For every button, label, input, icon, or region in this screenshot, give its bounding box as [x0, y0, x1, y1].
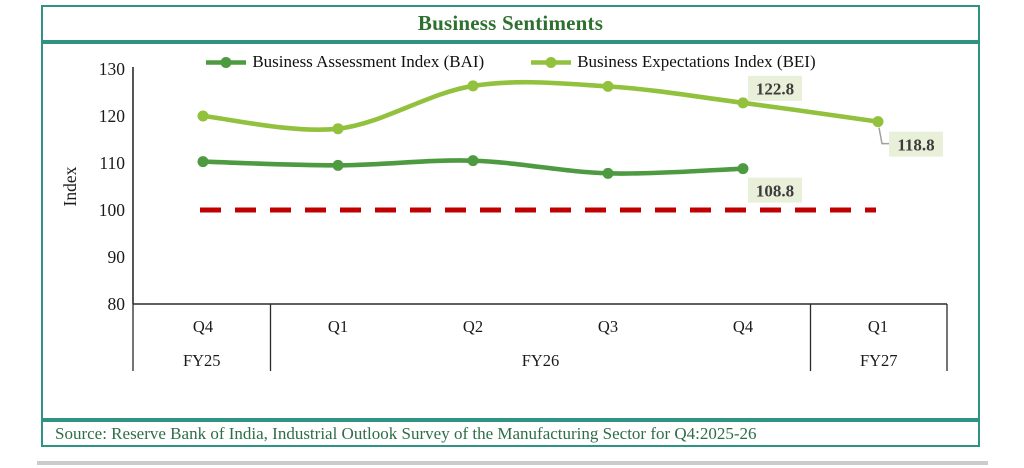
- y-tick-label: 100: [99, 200, 126, 220]
- quarter-label: Q2: [463, 317, 483, 336]
- data-label-text: 108.8: [756, 181, 794, 200]
- label-leader-line: [878, 127, 889, 145]
- bai-series-marker: [467, 155, 479, 167]
- bei-series-line: [200, 79, 881, 132]
- legend-item-bei: Business Expectations Index (BEI): [530, 52, 816, 72]
- y-tick-label: 130: [99, 59, 126, 79]
- y-tick-label: 80: [108, 294, 126, 314]
- y-tick-label: 110: [99, 153, 125, 173]
- bai-series-marker: [197, 156, 209, 168]
- bei-series-marker: [332, 123, 344, 135]
- y-axis-title: Index: [60, 166, 80, 206]
- legend: Business Assessment Index (BAI) Business…: [43, 52, 978, 72]
- chart-title: Business Sentiments: [417, 11, 604, 35]
- bai-series-marker: [602, 167, 614, 179]
- legend-label-bai: Business Assessment Index (BAI): [252, 52, 485, 71]
- bai-series-marker: [737, 163, 749, 175]
- page-edge-artifact: [37, 461, 988, 465]
- bei-series-marker: [737, 97, 749, 109]
- data-label-text: 118.8: [897, 135, 934, 154]
- quarter-label: Q1: [328, 317, 348, 336]
- bei-series-marker: [872, 116, 884, 128]
- quarter-label: Q3: [598, 317, 618, 336]
- chart-area-box: Business Assessment Index (BAI) Business…: [41, 42, 980, 420]
- source-text: Source: Reserve Bank of India, Industria…: [55, 423, 757, 443]
- quarter-label: Q4: [733, 317, 753, 336]
- bei-legend-marker-icon: [531, 56, 572, 68]
- bei-series-marker: [602, 80, 614, 92]
- data-label-text: 122.8: [756, 79, 794, 98]
- quarter-label: Q1: [868, 317, 888, 336]
- y-tick-label: 120: [99, 106, 126, 126]
- data-label-box: [889, 131, 943, 157]
- data-label-box: [748, 75, 802, 101]
- bai-legend-marker-icon: [206, 56, 247, 68]
- fy-label: FY25: [183, 351, 221, 370]
- title-box: Business Sentiments: [41, 5, 980, 42]
- data-label-box: [748, 177, 802, 203]
- fy-label: FY27: [860, 351, 898, 370]
- line-chart-plot: 130 120 110 100 90 80 Index Q4 Q1 Q2 Q3 Q4 Q1 FY25 FY2…: [60, 59, 948, 371]
- legend-item-bai: Business Assessment Index (BAI): [205, 52, 484, 72]
- legend-label-bei: Business Expectations Index (BEI): [577, 52, 816, 71]
- source-box: Source: Reserve Bank of India, Industria…: [41, 420, 980, 447]
- bei-series-marker: [467, 80, 479, 92]
- bai-series-marker: [332, 159, 344, 171]
- fy-label: FY26: [522, 351, 560, 370]
- quarter-label: Q4: [193, 317, 213, 336]
- bei-series-marker: [197, 110, 209, 122]
- y-tick-label: 90: [108, 247, 126, 267]
